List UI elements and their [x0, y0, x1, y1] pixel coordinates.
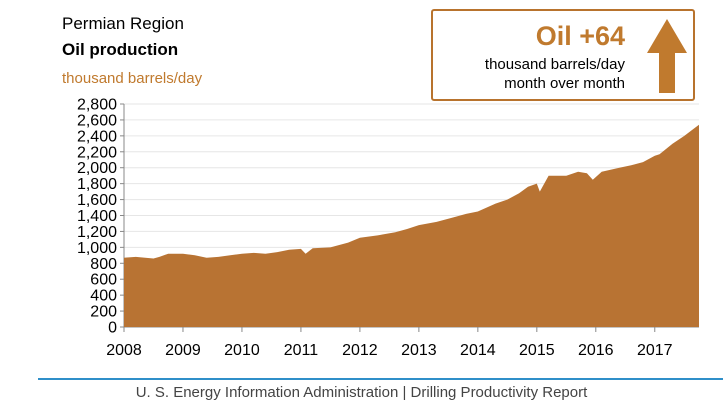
- x-axis-ticks: 2008 2009 2010 2011 2012 2013 2014 2015 2016 2017: [106, 326, 699, 359]
- change-callout-box: Oil +64 thousand barrels/day month over …: [431, 9, 695, 101]
- y-tick-label: 800: [90, 256, 117, 273]
- y-tick-label: 2,600: [77, 112, 117, 129]
- x-tick-label: 2013: [401, 342, 437, 359]
- callout-units: thousand barrels/day: [484, 56, 625, 73]
- footer-source: U. S. Energy Information Administration …: [135, 384, 588, 401]
- oil-production-area: [124, 124, 699, 327]
- footer-divider: [38, 378, 723, 380]
- y-tick-label: 400: [90, 288, 117, 305]
- y-tick-label: 2,400: [77, 128, 117, 145]
- x-tick-label: 2008: [106, 342, 142, 359]
- chart-title: Oil production: [62, 40, 179, 59]
- units-label: thousand barrels/day: [62, 70, 203, 87]
- x-tick-label: 2015: [519, 342, 555, 359]
- production-area-chart: 02004006008001,0001,2001,4001,6001,8002,…: [77, 97, 699, 359]
- up-arrow-icon: [647, 19, 687, 93]
- y-tick-label: 1,800: [77, 176, 117, 193]
- x-tick-label: 2010: [224, 342, 260, 359]
- x-tick-label: 2016: [578, 342, 614, 359]
- callout-period: month over month: [504, 75, 625, 92]
- callout-value: Oil +64: [535, 21, 625, 51]
- y-tick-label: 1,400: [77, 208, 117, 225]
- series-group: [124, 124, 699, 327]
- x-tick-label: 2012: [342, 342, 378, 359]
- y-tick-label: 600: [90, 272, 117, 289]
- chart-region-title: Permian Region: [62, 14, 184, 33]
- y-tick-label: 1,000: [77, 240, 117, 257]
- y-tick-label: 0: [108, 320, 117, 337]
- y-tick-label: 2,000: [77, 160, 117, 177]
- y-tick-label: 1,600: [77, 192, 117, 209]
- y-tick-label: 2,800: [77, 97, 117, 114]
- x-tick-label: 2009: [165, 342, 201, 359]
- y-tick-label: 2,200: [77, 144, 117, 161]
- y-tick-label: 1,200: [77, 224, 117, 241]
- y-axis-ticks: 02004006008001,0001,2001,4001,6001,8002,…: [77, 97, 125, 337]
- x-tick-label: 2011: [284, 342, 319, 359]
- x-tick-label: 2017: [637, 342, 673, 359]
- x-tick-label: 2014: [460, 342, 496, 359]
- y-tick-label: 200: [90, 304, 117, 321]
